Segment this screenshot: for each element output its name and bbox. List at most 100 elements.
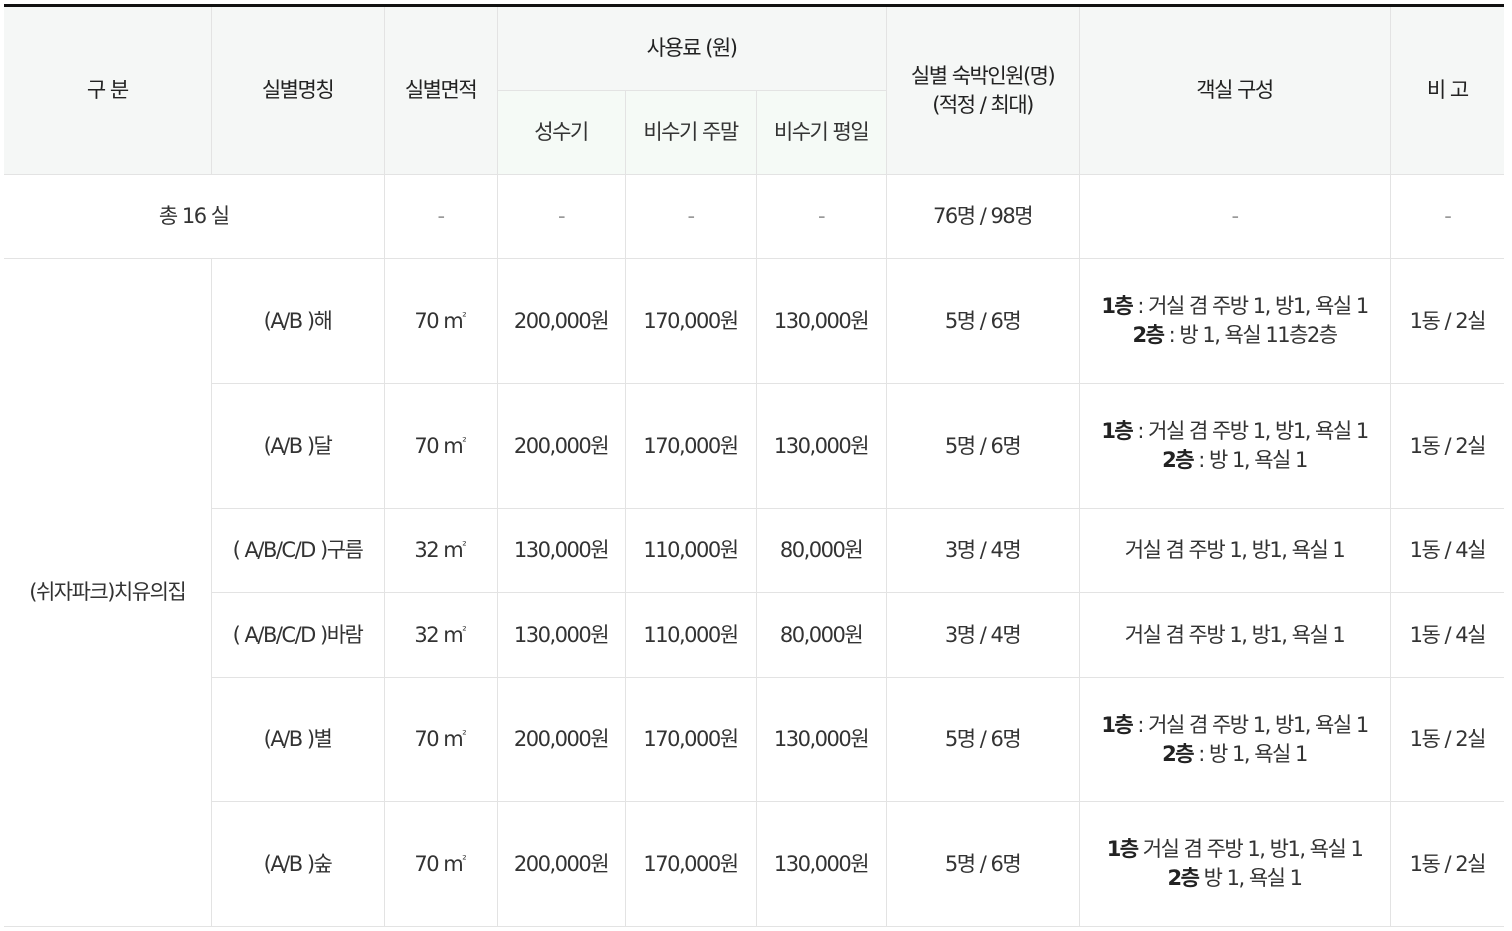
capacity: 3명 / 4명 [885,592,1080,678]
floor-label: 1층 [1106,837,1139,861]
total-fee-peak: - [496,174,626,259]
room-name: (A/B )달 [211,383,385,509]
room-area-value: 32 m [414,622,463,647]
room-name: (A/B )숲 [211,801,385,927]
note: 1동 / 4실 [1389,508,1505,593]
fee-peak: 200,000원 [496,801,626,927]
fee-off-weekend: 170,000원 [624,677,757,802]
fee-off-weekday: 80,000원 [755,592,887,678]
fee-peak: 200,000원 [496,383,626,509]
floor-label: 1층 [1101,712,1133,737]
capacity: 3명 / 4명 [885,508,1080,593]
room-name: (A/B )해 [210,258,385,384]
table-row: ( A/B/C/D )바람 32 m² 130,000원 110,000원 80… [4,592,1505,678]
floor-detail: : 거실 겸 주방 1, 방1, 욕실 1 [1132,419,1369,443]
fee-off-weekend: 170,000원 [624,801,757,927]
room-area: 32 m² [383,592,498,678]
room-area: 32 m² [383,508,498,593]
fee-off-weekday: 80,000원 [755,508,887,593]
room-area: 70 m² [383,677,498,802]
area-sup: ² [462,852,467,866]
area-sup: ² [462,309,467,323]
room-area-value: 70 m [414,727,463,751]
header-composition: 객실 구성 [1078,5,1391,175]
header-capacity: 실별 숙박인원(명) (적정 / 최대) [885,5,1080,175]
fee-off-weekend: 170,000원 [624,383,757,509]
composition: 거실 겸 주방 1, 방1, 욕실 1 [1078,508,1391,593]
room-name: ( A/B/C/D )바람 [211,592,385,678]
room-area-value: 32 m [414,538,463,562]
header-fee-peak: 성수기 [497,90,626,175]
fee-off-weekday: 130,000원 [755,677,887,802]
floor-detail: 방 1, 욕실 1 [1198,866,1303,890]
floor-label: 1층 [1101,419,1133,443]
header-capacity-line2: (적정 / 최대) [932,92,1034,117]
header-category: 구 분 [4,5,212,175]
note: 1동 / 2실 [1389,383,1505,509]
floor-detail: : 거실 겸 주방 1, 방1, 욕실 1 [1132,712,1369,737]
room-area: 70 m² [383,801,498,927]
floor-detail: : 방 1, 욕실 11층2층 [1163,323,1339,347]
room-area-value: 70 m [414,433,463,458]
fee-off-weekday: 130,000원 [755,383,887,509]
room-name: (A/B )별 [211,677,385,802]
capacity: 5명 / 6명 [885,258,1080,384]
room-rate-table: 구 분 실별명칭 실별면적 사용료 (원) 실별 숙박인원(명) (적정 / 최… [4,4,1505,927]
total-area: - [383,174,498,259]
composition: 1층 : 거실 겸 주방 1, 방1, 욕실 1 2층 : 방 1, 욕실 11… [1078,258,1391,384]
floor-label: 2층 [1167,866,1200,890]
floor-detail: 거실 겸 주방 1, 방1, 욕실 1 [1137,837,1364,861]
fee-off-weekday: 130,000원 [755,258,887,384]
header-fee-group: 사용료 (원) [496,5,887,91]
header-fee-off-weekend: 비수기 주말 [624,90,757,175]
room-area: 70 m² [383,383,498,509]
floor-detail: : 거실 겸 주방 1, 방1, 욕실 1 [1132,294,1369,318]
fee-off-weekend: 110,000원 [624,508,757,593]
total-capacity: 76명 / 98명 [885,174,1080,259]
header-capacity-line1: 실별 숙박인원(명) [910,63,1056,88]
room-area-value: 70 m [414,308,463,333]
table-row: ( A/B/C/D )구름 32 m² 130,000원 110,000원 80… [4,508,1505,593]
fee-off-weekend: 170,000원 [624,258,757,384]
fee-peak: 200,000원 [496,677,626,802]
floor-label: 2층 [1162,741,1194,766]
table-row: (쉬자파크)치유의집 (A/B )해 70 m² 200,000원 170,00… [4,258,1505,927]
area-sup: ² [462,728,467,741]
floor-detail: : 방 1, 욕실 1 [1193,448,1308,472]
floor-label: 2층 [1162,448,1194,472]
header-room-name: 실별명칭 [210,5,385,175]
note: 1동 / 4실 [1389,592,1505,678]
composition: 1층 : 거실 겸 주방 1, 방1, 욕실 1 2층 : 방 1, 욕실 1 [1078,677,1391,802]
total-row: 총 16 실 - - - - 76명 / 98명 - - [4,174,1505,259]
note: 1동 / 2실 [1389,677,1505,802]
room-area-value: 70 m [414,851,463,876]
note: 1동 / 2실 [1389,258,1505,384]
table-row: (A/B )숲 70 m² 200,000원 170,000원 130,000원… [4,801,1505,927]
total-composition: - [1078,174,1391,259]
table-body: 총 16 실 - - - - 76명 / 98명 - - (쉬자파크)치유의집 … [4,174,1505,927]
total-note: - [1389,174,1505,259]
room-area: 70 m² [383,258,498,384]
table-row: (A/B )달 70 m² 200,000원 170,000원 130,000원… [4,383,1505,509]
header-note: 비 고 [1389,5,1505,175]
area-sup: ² [462,539,467,552]
table-header: 구 분 실별명칭 실별면적 사용료 (원) 실별 숙박인원(명) (적정 / 최… [4,5,1505,175]
note: 1동 / 2실 [1389,801,1505,927]
fee-off-weekday: 130,000원 [755,801,887,927]
floor-label: 2층 [1132,323,1164,347]
composition: 거실 겸 주방 1, 방1, 욕실 1 [1078,592,1391,678]
header-fee-off-weekday: 비수기 평일 [755,90,887,175]
header-room-area: 실별면적 [383,5,498,175]
room-name: ( A/B/C/D )구름 [211,508,385,593]
floor-label: 1층 [1101,294,1133,318]
fee-off-weekend: 110,000원 [624,592,757,678]
area-sup: ² [462,434,467,448]
total-label: 총 16 실 [4,174,385,259]
table-row: (A/B )별 70 m² 200,000원 170,000원 130,000원… [4,677,1505,802]
total-fee-off-weekend: - [624,174,757,259]
area-sup: ² [462,623,467,637]
floor-detail: : 방 1, 욕실 1 [1193,741,1308,766]
capacity: 5명 / 6명 [885,801,1080,927]
composition: 1층 : 거실 겸 주방 1, 방1, 욕실 1 2층 : 방 1, 욕실 1 [1078,383,1391,509]
composition: 1층 거실 겸 주방 1, 방1, 욕실 1 2층 방 1, 욕실 1 [1078,801,1391,927]
